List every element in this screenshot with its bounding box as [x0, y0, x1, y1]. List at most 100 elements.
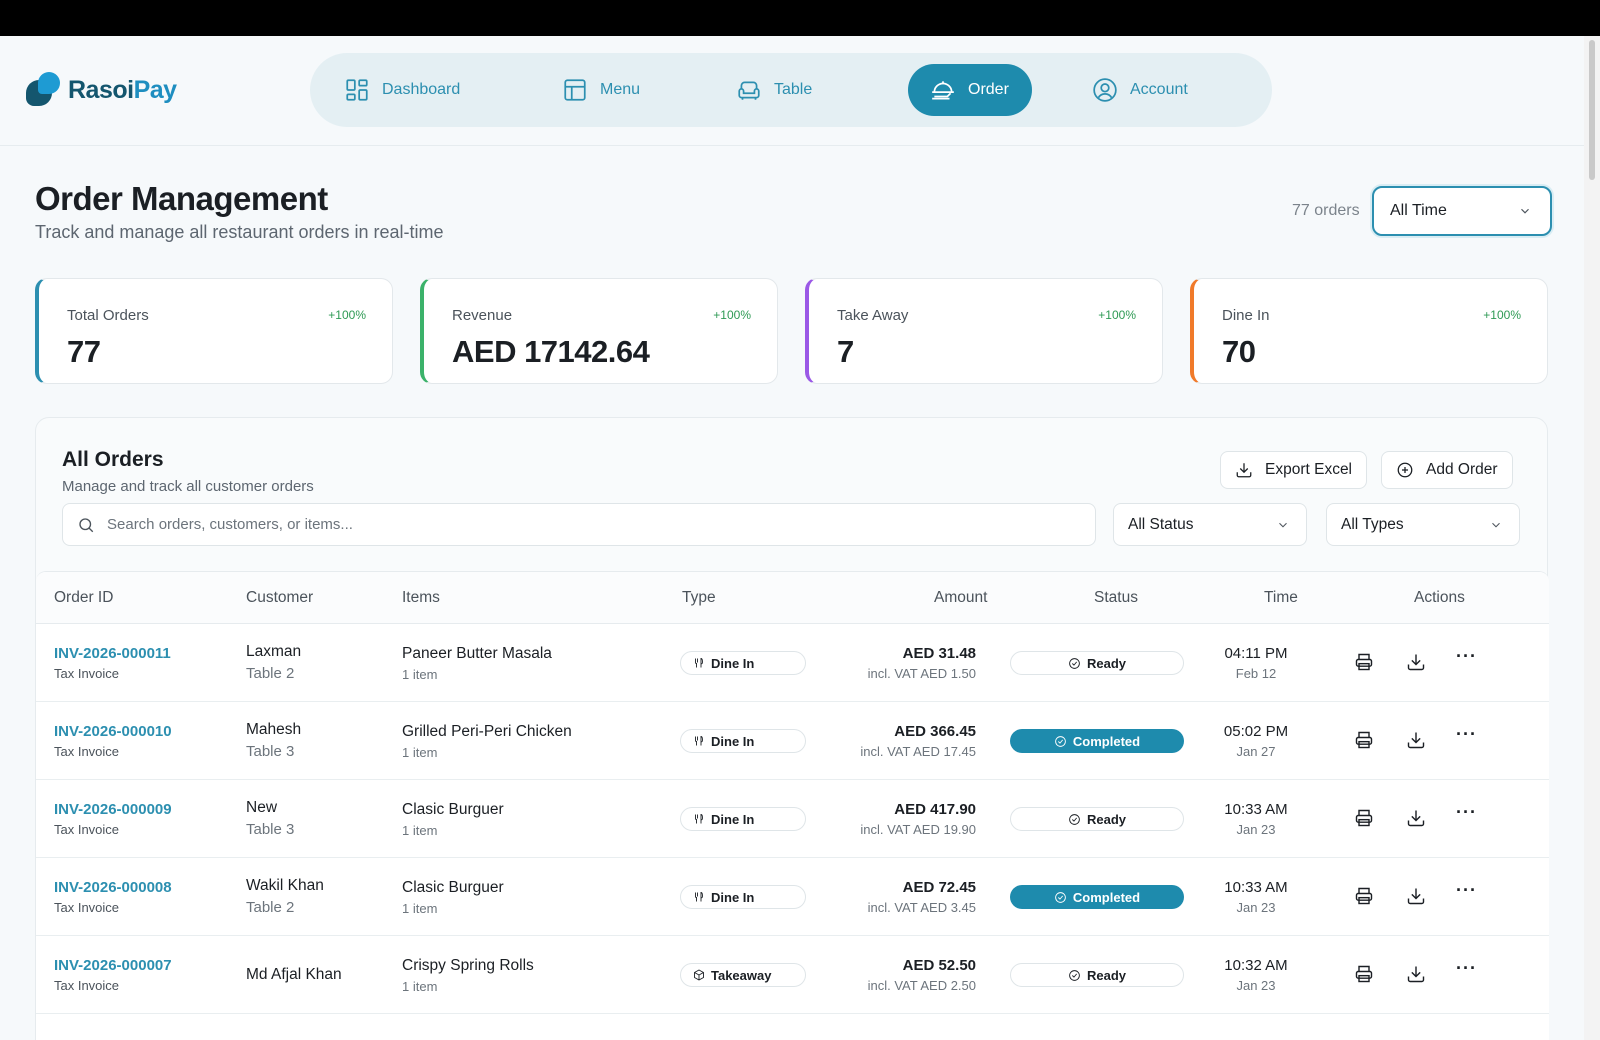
stat-label: Revenue — [452, 307, 513, 324]
stat-label: Take Away — [837, 307, 909, 324]
nav-item-order[interactable]: Order — [908, 64, 1032, 116]
item-name: Grilled Peri-Peri Chicken — [402, 723, 572, 740]
export-excel-label: Export Excel — [1265, 461, 1353, 478]
customer-table: Table 3 — [246, 743, 295, 760]
customer-name: Md Afjal Khan — [246, 966, 342, 983]
check-circle-icon — [1069, 969, 1080, 981]
order-date: Jan 23 — [1236, 900, 1276, 915]
status-filter-select[interactable]: All Status — [1113, 503, 1307, 546]
table-row[interactable]: INV-2026-000009 Tax Invoice New Table 3 Clas… — [36, 780, 1549, 858]
amount-vat: incl. VAT AED 19.90 — [860, 822, 976, 837]
download-button[interactable] — [1406, 652, 1428, 674]
time-filter-select[interactable]: All Time — [1372, 186, 1552, 236]
order-date: Jan 27 — [1236, 744, 1276, 759]
plus-circle-icon — [1397, 462, 1413, 478]
customer-cell: Mahesh Table 3 — [246, 721, 301, 760]
status-badge: Ready — [1010, 963, 1184, 987]
amount-vat: incl. VAT AED 2.50 — [867, 978, 976, 993]
stat-card-dine-in: Dine In +100% 70 — [1190, 278, 1548, 384]
amount-vat: incl. VAT AED 1.50 — [867, 666, 976, 681]
item-count: 1 item — [402, 745, 438, 760]
print-button[interactable] — [1354, 652, 1376, 674]
time-cell: 04:11 PM Feb 12 — [1206, 645, 1306, 681]
package-icon — [694, 969, 704, 981]
customer-name: Wakil Khan — [246, 877, 324, 894]
order-id-link[interactable]: INV-2026-000008 — [54, 879, 172, 896]
column-header: Time — [1264, 589, 1298, 606]
item-name: Clasic Burguer — [402, 801, 504, 818]
order-type-badge: Dine In — [680, 885, 806, 909]
add-order-button[interactable]: Add Order — [1381, 451, 1513, 489]
logo[interactable]: RasoiPay — [26, 72, 177, 108]
amount-cell: AED 366.45 incl. VAT AED 17.45 — [816, 723, 976, 759]
more-actions-button[interactable]: ··· — [1456, 802, 1477, 822]
order-date: Jan 23 — [1236, 978, 1276, 993]
logo-icon — [26, 72, 62, 108]
download-button[interactable] — [1406, 886, 1428, 908]
print-button[interactable] — [1354, 964, 1376, 986]
order-id-link[interactable]: INV-2026-000009 — [54, 801, 172, 818]
nav-item-account[interactable]: Account — [1070, 64, 1210, 116]
amount-cell: AED 31.48 incl. VAT AED 1.50 — [816, 645, 976, 681]
nav-item-dashboard[interactable]: Dashboard — [322, 64, 482, 116]
item-name: Crispy Spring Rolls — [402, 957, 534, 974]
column-header: Status — [1094, 589, 1138, 606]
order-time: 05:02 PM — [1223, 723, 1289, 740]
stat-delta: +100% — [328, 308, 366, 322]
type-filter-select[interactable]: All Types — [1326, 503, 1520, 546]
table-row[interactable]: INV-2026-000007 Tax Invoice Md Afjal Khan C… — [36, 936, 1549, 1014]
print-button[interactable] — [1354, 886, 1376, 908]
order-time: 10:33 AM — [1224, 801, 1288, 818]
print-button[interactable] — [1354, 808, 1376, 830]
document-type: Tax Invoice — [54, 978, 120, 993]
scrollbar-thumb[interactable] — [1589, 40, 1595, 180]
download-button[interactable] — [1406, 730, 1428, 752]
order-id-cell: INV-2026-000008 Tax Invoice — [54, 879, 172, 915]
nav-item-menu[interactable]: Menu — [540, 64, 662, 116]
item-count: 1 item — [402, 901, 438, 916]
order-id-link[interactable]: INV-2026-000010 — [54, 723, 172, 740]
more-actions-button[interactable]: ··· — [1456, 646, 1477, 666]
order-type-badge: Dine In — [680, 807, 806, 831]
amount-value: AED 366.45 — [894, 723, 976, 740]
table-row[interactable]: INV-2026-000008 Tax Invoice Wakil Khan Tabl… — [36, 858, 1549, 936]
printer-icon — [1355, 731, 1373, 749]
status-badge: Completed — [1010, 885, 1184, 909]
order-id-cell: INV-2026-000011 Tax Invoice — [54, 645, 171, 681]
check-circle-icon — [1069, 813, 1080, 825]
time-cell: 10:32 AM Jan 23 — [1206, 957, 1306, 993]
column-header: Amount — [934, 589, 988, 606]
stat-delta: +100% — [1483, 308, 1521, 322]
order-type-label: Dine In — [711, 889, 755, 905]
order-id-link[interactable]: INV-2026-000007 — [54, 957, 172, 974]
print-button[interactable] — [1354, 730, 1376, 752]
orders-panel: All Orders Manage and track all customer… — [35, 417, 1549, 1040]
order-id-cell: INV-2026-000007 Tax Invoice — [54, 957, 172, 993]
stat-label: Dine In — [1222, 307, 1270, 324]
search-icon — [79, 517, 94, 532]
search-input[interactable] — [107, 516, 1067, 533]
table-row[interactable]: INV-2026-000011 Tax Invoice Laxman Table 2 P… — [36, 624, 1549, 702]
status-filter-value: All Status — [1128, 515, 1194, 533]
table-header: Order ID Customer Items Type Amount Stat… — [36, 572, 1549, 624]
more-actions-button[interactable]: ··· — [1456, 724, 1477, 744]
top-black-bar — [0, 0, 1600, 36]
nav-item-table[interactable]: Table — [714, 64, 834, 116]
document-type: Tax Invoice — [54, 900, 120, 915]
item-name: Paneer Butter Masala — [402, 645, 552, 662]
items-cell: Paneer Butter Masala 1 item — [402, 645, 552, 682]
order-type-badge: Takeaway — [680, 963, 806, 987]
order-id-link[interactable]: INV-2026-000011 — [54, 645, 171, 662]
printer-icon — [1355, 965, 1373, 983]
search-box — [62, 503, 1096, 546]
table-row[interactable]: INV-2026-000010 Tax Invoice Mahesh Table 3 G… — [36, 702, 1549, 780]
download-button[interactable] — [1406, 964, 1428, 986]
more-actions-button[interactable]: ··· — [1456, 880, 1477, 900]
more-actions-button[interactable]: ··· — [1456, 958, 1477, 978]
download-button[interactable] — [1406, 808, 1428, 830]
export-excel-button[interactable]: Export Excel — [1220, 451, 1368, 489]
customer-cell: Laxman Table 2 — [246, 643, 301, 682]
scrollbar[interactable] — [1584, 36, 1600, 1040]
amount-cell: AED 417.90 incl. VAT AED 19.90 — [816, 801, 976, 837]
stat-delta: +100% — [713, 308, 751, 322]
